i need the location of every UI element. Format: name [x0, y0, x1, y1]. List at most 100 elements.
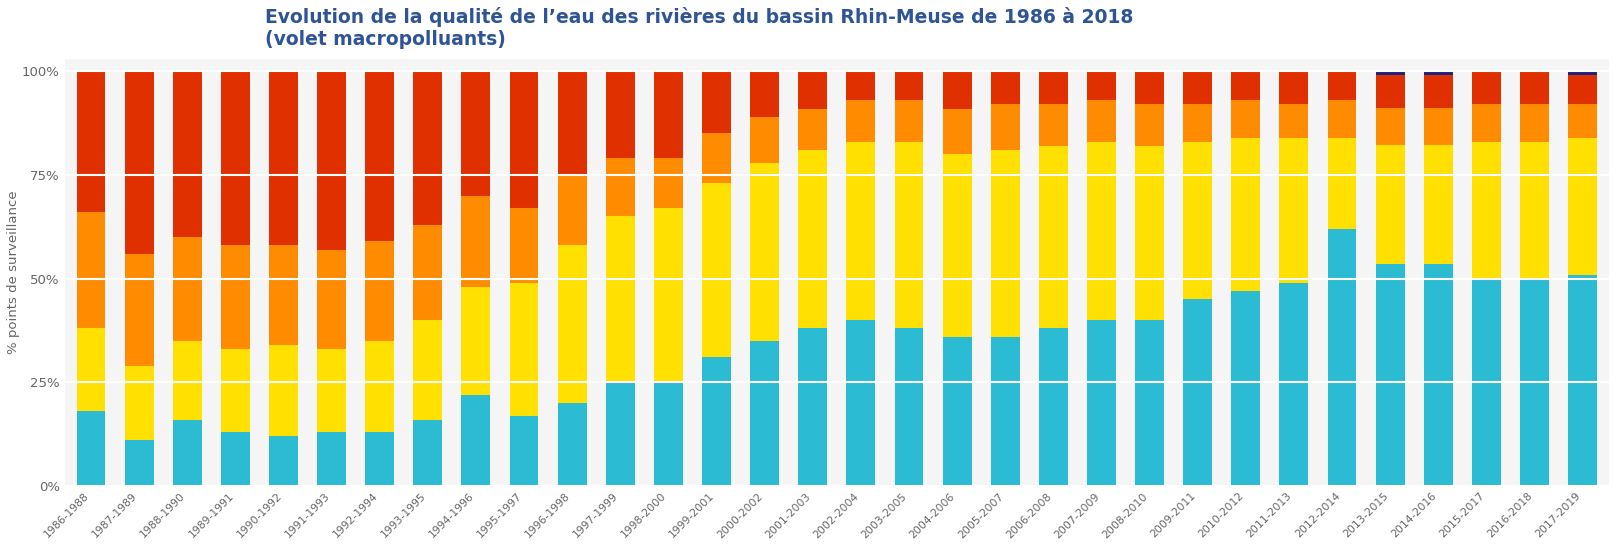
- Bar: [317, 432, 346, 486]
- Bar: [1424, 71, 1453, 75]
- Bar: [1039, 146, 1068, 328]
- Bar: [1039, 71, 1068, 104]
- Bar: [654, 159, 684, 208]
- Bar: [414, 225, 443, 320]
- Bar: [942, 109, 971, 154]
- Bar: [798, 109, 827, 150]
- Bar: [1472, 104, 1501, 142]
- Bar: [365, 341, 394, 432]
- Bar: [365, 71, 394, 241]
- Bar: [1134, 146, 1164, 320]
- Bar: [991, 71, 1020, 104]
- Bar: [462, 71, 490, 196]
- Bar: [317, 71, 346, 249]
- Bar: [1568, 138, 1597, 275]
- Bar: [1375, 75, 1404, 108]
- Bar: [414, 420, 443, 486]
- Bar: [124, 366, 154, 440]
- Bar: [76, 212, 105, 328]
- Bar: [1183, 104, 1212, 142]
- Bar: [1521, 278, 1548, 486]
- Bar: [1424, 264, 1453, 486]
- Bar: [1088, 71, 1117, 100]
- Bar: [654, 208, 684, 382]
- Bar: [1088, 320, 1117, 486]
- Bar: [991, 337, 1020, 486]
- Bar: [1134, 104, 1164, 146]
- Bar: [221, 349, 250, 432]
- Bar: [1183, 299, 1212, 486]
- Bar: [317, 349, 346, 432]
- Bar: [1424, 75, 1453, 108]
- Bar: [606, 217, 635, 382]
- Bar: [1280, 283, 1309, 486]
- Bar: [173, 420, 202, 486]
- Bar: [317, 249, 346, 349]
- Bar: [1521, 71, 1548, 104]
- Bar: [701, 358, 730, 486]
- Bar: [173, 237, 202, 341]
- Bar: [221, 71, 250, 246]
- Bar: [798, 328, 827, 486]
- Bar: [1424, 108, 1453, 145]
- Bar: [462, 395, 490, 486]
- Bar: [509, 71, 538, 208]
- Bar: [1231, 291, 1260, 486]
- Bar: [462, 287, 490, 395]
- Bar: [1521, 104, 1548, 142]
- Bar: [268, 71, 297, 246]
- Bar: [365, 241, 394, 341]
- Bar: [1472, 142, 1501, 278]
- Bar: [1328, 229, 1356, 486]
- Bar: [1328, 71, 1356, 100]
- Bar: [268, 345, 297, 437]
- Bar: [76, 411, 105, 486]
- Bar: [895, 142, 923, 328]
- Bar: [76, 328, 105, 411]
- Bar: [509, 208, 538, 283]
- Bar: [606, 159, 635, 217]
- Bar: [847, 100, 876, 142]
- Bar: [991, 104, 1020, 150]
- Bar: [606, 71, 635, 159]
- Bar: [124, 440, 154, 486]
- Bar: [701, 183, 730, 358]
- Bar: [124, 254, 154, 366]
- Bar: [798, 71, 827, 109]
- Bar: [558, 246, 587, 403]
- Bar: [1375, 145, 1404, 264]
- Bar: [1568, 104, 1597, 138]
- Bar: [1231, 71, 1260, 100]
- Bar: [654, 71, 684, 159]
- Bar: [76, 71, 105, 212]
- Bar: [414, 320, 443, 420]
- Bar: [942, 154, 971, 337]
- Bar: [462, 196, 490, 287]
- Bar: [1568, 275, 1597, 486]
- Bar: [268, 437, 297, 486]
- Bar: [1521, 142, 1548, 278]
- Bar: [1328, 100, 1356, 138]
- Bar: [1088, 100, 1117, 142]
- Bar: [895, 328, 923, 486]
- Bar: [701, 133, 730, 183]
- Bar: [173, 341, 202, 420]
- Bar: [1472, 71, 1501, 104]
- Bar: [414, 71, 443, 225]
- Bar: [1328, 138, 1356, 229]
- Bar: [895, 100, 923, 142]
- Bar: [1183, 142, 1212, 299]
- Bar: [1280, 138, 1309, 283]
- Bar: [991, 150, 1020, 337]
- Bar: [750, 341, 779, 486]
- Bar: [895, 71, 923, 100]
- Bar: [750, 162, 779, 341]
- Bar: [847, 142, 876, 320]
- Bar: [1375, 108, 1404, 145]
- Bar: [1568, 75, 1597, 104]
- Bar: [1375, 71, 1404, 75]
- Bar: [1280, 104, 1309, 138]
- Bar: [1183, 71, 1212, 104]
- Bar: [221, 246, 250, 349]
- Bar: [847, 320, 876, 486]
